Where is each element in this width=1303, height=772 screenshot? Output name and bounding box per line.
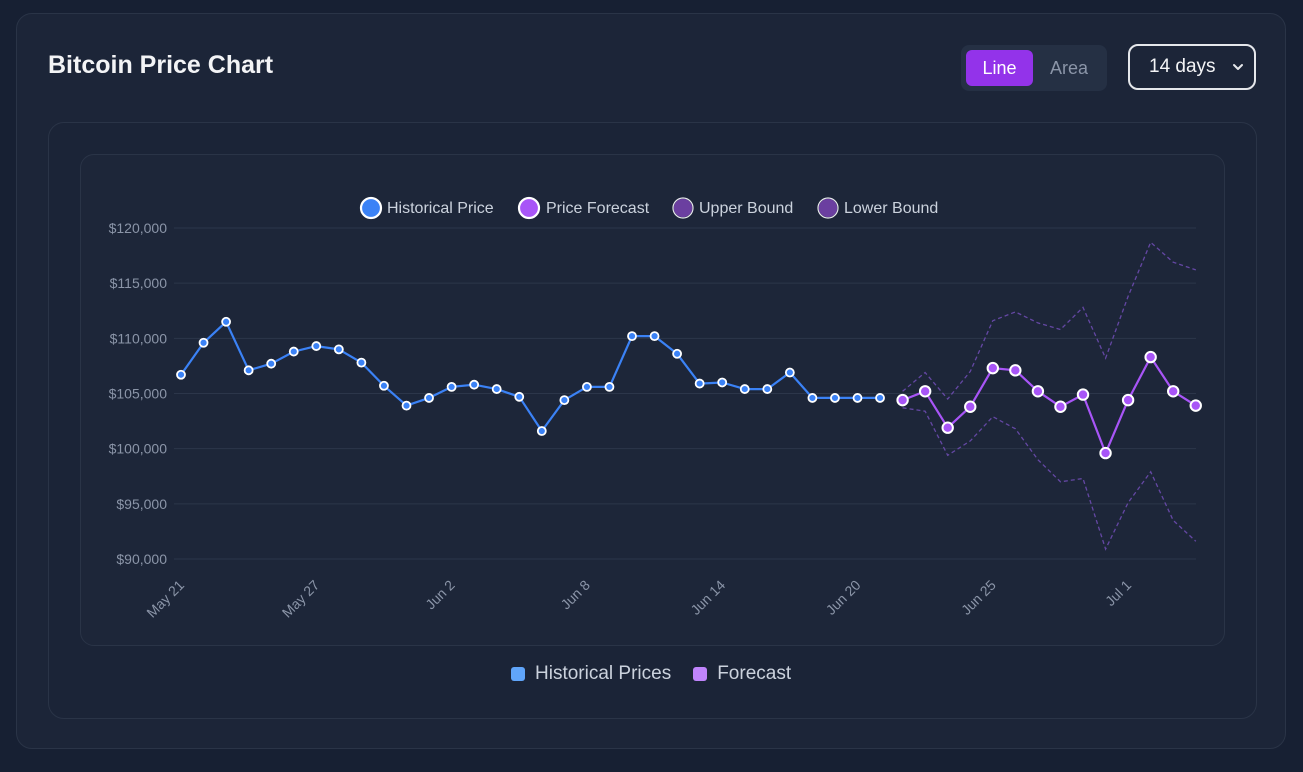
data-point: [401, 400, 412, 411]
data-point: [424, 393, 434, 403]
y-tick-label: $115,000: [110, 275, 168, 291]
data-point: [627, 331, 637, 342]
forecast-bounds: [902, 241, 1197, 551]
x-tick-label: May 27: [279, 577, 323, 621]
legend-swatch: [511, 667, 525, 681]
forecast-point: [986, 361, 999, 375]
legend-marker: [359, 196, 383, 220]
forecast-point: [896, 393, 909, 407]
chevron-down-icon: [1233, 64, 1243, 70]
series-line-lower-bound: [902, 407, 1197, 551]
y-tick-label: $90,000: [116, 551, 167, 567]
data-point: [446, 381, 457, 392]
data-point: [604, 381, 615, 392]
legend-label: Historical Prices: [535, 663, 672, 684]
data-point: [807, 393, 818, 403]
legend-item-historical-prices[interactable]: Historical Prices: [511, 663, 671, 685]
data-point: [469, 379, 480, 390]
forecast-point: [1076, 388, 1090, 401]
data-point: [784, 367, 795, 378]
forecast-point: [1189, 399, 1202, 412]
bottom-legend: Historical Prices Forecast: [511, 662, 813, 686]
data-point: [221, 316, 232, 327]
data-point: [694, 378, 705, 389]
y-tick-label: $95,000: [116, 496, 167, 512]
data-point: [288, 346, 299, 357]
line-toggle-button[interactable]: Line: [966, 50, 1033, 86]
forecast-point: [964, 400, 977, 413]
data-point: [356, 357, 367, 368]
data-point: [243, 365, 254, 376]
chart-plot-container: [80, 154, 1225, 646]
data-point: [852, 393, 863, 403]
legend-label: Upper Bound: [699, 200, 793, 217]
y-tick-label: $120,000: [109, 220, 168, 236]
data-point: [717, 377, 728, 388]
data-point: [739, 384, 750, 394]
x-tick-label: Jun 14: [687, 577, 728, 618]
range-select-value: 14 days: [1149, 56, 1216, 77]
forecast-point: [1121, 393, 1135, 407]
data-point: [830, 393, 840, 403]
legend-marker: [517, 196, 541, 220]
series-points: [176, 316, 1202, 460]
forecast-point: [1167, 385, 1180, 398]
legend-item-forecast[interactable]: Forecast: [693, 663, 791, 685]
y-tick-label: $105,000: [109, 386, 168, 402]
data-point: [379, 380, 389, 391]
data-point: [875, 393, 885, 403]
range-select[interactable]: 14 days: [1128, 44, 1256, 90]
legend-item-upper-bound[interactable]: Upper Bound: [672, 197, 793, 219]
y-tick-label: $100,000: [109, 441, 168, 457]
forecast-point: [918, 385, 932, 398]
legend-label: Historical Price: [387, 200, 494, 217]
data-point: [266, 358, 277, 369]
x-tick-label: Jun 8: [557, 577, 593, 613]
data-point: [311, 341, 322, 351]
top-legend: Historical Price Price Forecast Upper Boun…: [359, 196, 938, 220]
forecast-point: [1031, 385, 1045, 398]
data-point: [176, 369, 186, 380]
x-axis: May 21 May 27 Jun 2 Jun 8 Jun 14 Jun 20 Jun 25…: [143, 577, 1134, 621]
x-tick-label: Jul 1: [1102, 577, 1134, 609]
legend-label: Lower Bound: [844, 200, 938, 217]
area-toggle-button[interactable]: Area: [1049, 58, 1089, 78]
data-point: [762, 384, 773, 394]
x-tick-label: May 21: [143, 577, 187, 621]
data-point: [198, 337, 209, 348]
forecast-point: [1099, 446, 1112, 460]
page-title: Bitcoin Price Chart: [48, 51, 274, 79]
y-tick-label: $110,000: [110, 330, 168, 346]
data-point: [582, 381, 592, 392]
series-line-price-forecast: [902, 356, 1197, 455]
data-point: [333, 344, 344, 355]
forecast-point: [1144, 350, 1157, 364]
y-axis: $120,000 $115,000 $110,000 $105,000 $100,000…: [109, 220, 168, 567]
legend-marker-ring: [817, 197, 839, 219]
data-point: [672, 348, 682, 359]
data-point: [649, 331, 660, 342]
series-lines: [180, 320, 1197, 455]
x-tick-label: Jun 25: [958, 577, 999, 618]
legend-marker-ring: [672, 197, 694, 219]
forecast-point: [941, 421, 954, 434]
forecast-point: [1054, 400, 1067, 413]
data-point: [559, 395, 570, 406]
forecast-point: [1009, 364, 1022, 377]
legend-label: Price Forecast: [546, 200, 650, 217]
legend-item-lower-bound[interactable]: Lower Bound: [817, 197, 938, 219]
chart-grid: [174, 227, 1196, 560]
data-point: [491, 384, 502, 394]
data-point: [514, 391, 525, 402]
series-line-upper-bound: [902, 241, 1197, 401]
legend-swatch: [693, 667, 708, 681]
legend-item-historical-price[interactable]: Historical Price: [359, 196, 494, 220]
data-point: [536, 426, 547, 436]
legend-label: Forecast: [717, 663, 792, 684]
x-tick-label: Jun 2: [422, 577, 458, 613]
chart-type-toggle: Line Area: [961, 45, 1107, 91]
legend-item-price-forecast[interactable]: Price Forecast: [517, 196, 650, 220]
x-tick-label: Jun 20: [823, 577, 864, 618]
